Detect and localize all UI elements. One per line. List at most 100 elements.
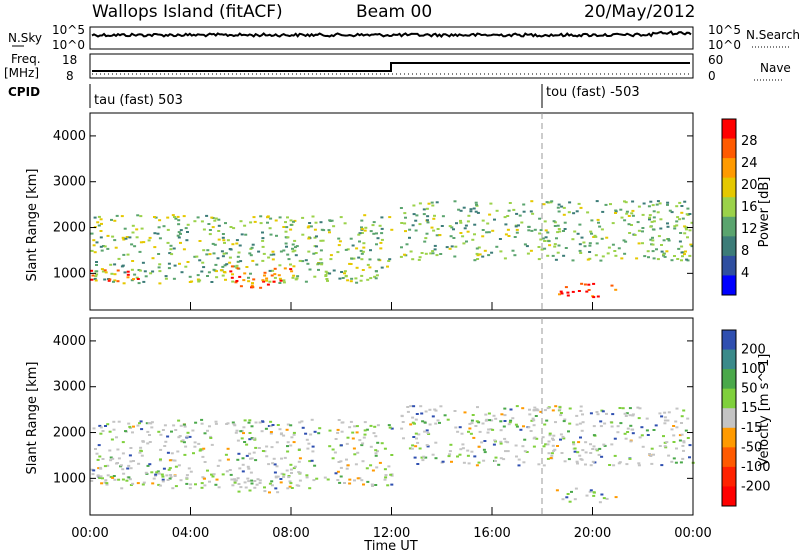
- power-cell: [188, 275, 192, 278]
- velocity-cell: [679, 461, 683, 464]
- velocity-cell: [282, 473, 286, 476]
- velocity-cell: [122, 472, 126, 475]
- velocity-cell: [132, 425, 135, 428]
- velocity-cell: [209, 437, 213, 439]
- velocity-cell: [420, 412, 424, 415]
- power-cell: [216, 257, 220, 260]
- power-cell: [186, 261, 190, 263]
- power-cell: [658, 202, 662, 205]
- velocity-cell: [172, 424, 176, 427]
- velocity-cell: [279, 433, 283, 436]
- power-cell: [270, 274, 274, 277]
- power-cell: [366, 263, 370, 266]
- power-cell: [106, 234, 110, 237]
- velocity-cell: [138, 451, 142, 454]
- power-cell: [417, 258, 421, 261]
- velocity-cell: [530, 419, 534, 422]
- power-cell: [681, 217, 685, 220]
- power-cell: [596, 295, 600, 298]
- velocity-cell: [401, 421, 405, 423]
- velocity-cell: [439, 405, 443, 408]
- power-cell: [376, 237, 380, 240]
- velocity-cell: [253, 480, 257, 482]
- power-cell: [173, 264, 177, 267]
- power-cell: [261, 237, 265, 240]
- velocity-cell: [288, 485, 292, 488]
- power-cell: [489, 202, 493, 205]
- power-cell: [292, 274, 296, 277]
- velocity-cell: [249, 457, 252, 460]
- velocity-cell: [602, 443, 606, 446]
- velocity-cell: [641, 445, 645, 448]
- power-cell: [538, 217, 542, 220]
- power-cell: [307, 225, 311, 228]
- ytick-label: 1000: [53, 266, 86, 281]
- velocity-cell: [157, 430, 161, 433]
- velocity-cell: [278, 428, 282, 431]
- velocity-cell: [519, 428, 523, 431]
- velocity-cell: [210, 443, 214, 446]
- power-cell: [139, 241, 143, 244]
- velocity-cell: [252, 451, 256, 454]
- velocity-cell: [261, 450, 265, 452]
- velocity-cell: [411, 444, 415, 447]
- velocity-cell: [546, 457, 550, 460]
- velocity-cell: [410, 447, 414, 450]
- power-cell: [222, 271, 226, 273]
- velocity-cell: [373, 425, 377, 428]
- velocity-cell: [242, 426, 246, 429]
- velocity-cell: [214, 422, 218, 425]
- power-cell: [432, 217, 436, 220]
- velocity-cell: [500, 413, 504, 416]
- power-cell: [652, 210, 656, 213]
- velocity-cell: [161, 475, 165, 478]
- velocity-cell: [546, 443, 550, 446]
- colorbar-swatch: [722, 486, 736, 507]
- velocity-cell: [591, 448, 595, 450]
- power-cell: [490, 251, 494, 254]
- velocity-cell: [675, 426, 679, 429]
- velocity-cell: [628, 407, 632, 410]
- power-cell: [614, 209, 618, 212]
- power-cell: [212, 268, 216, 271]
- power-cell: [600, 237, 604, 240]
- velocity-cell: [247, 467, 251, 470]
- velocity-cell: [454, 426, 458, 429]
- power-cell: [251, 282, 254, 285]
- power-cell: [487, 254, 491, 257]
- power-cell: [251, 286, 255, 289]
- velocity-cell: [128, 425, 132, 428]
- power-cell: [110, 272, 114, 275]
- velocity-cell: [105, 483, 109, 486]
- power-cell: [343, 222, 347, 225]
- power-cell: [515, 231, 519, 234]
- velocity-cell: [101, 458, 105, 460]
- power-cell: [651, 236, 654, 239]
- power-cell: [539, 238, 543, 241]
- velocity-cell: [575, 423, 579, 426]
- velocity-cell: [612, 464, 616, 467]
- velocity-cell: [297, 449, 301, 451]
- velocity-cell: [129, 447, 133, 449]
- power-cell: [265, 277, 269, 280]
- nave-label: Nave: [760, 61, 791, 75]
- power-cell: [636, 221, 640, 224]
- power-cell: [403, 212, 407, 215]
- power-cell: [344, 274, 348, 277]
- velocity-cell: [346, 464, 350, 467]
- power-cell: [433, 214, 436, 217]
- velocity-cell: [228, 469, 232, 471]
- power-cell: [683, 200, 687, 203]
- velocity-cell: [592, 434, 596, 437]
- velocity-cell: [515, 455, 518, 458]
- freq-right-bottom: 0: [708, 69, 716, 83]
- velocity-cell: [289, 468, 293, 471]
- power-cell: [568, 201, 572, 204]
- power-cell: [646, 250, 650, 253]
- power-cell: [100, 222, 103, 225]
- velocity-cell: [614, 496, 618, 499]
- velocity-cell: [621, 407, 625, 410]
- power-cell: [368, 258, 372, 261]
- velocity-cell: [185, 482, 189, 485]
- power-cell: [651, 243, 655, 246]
